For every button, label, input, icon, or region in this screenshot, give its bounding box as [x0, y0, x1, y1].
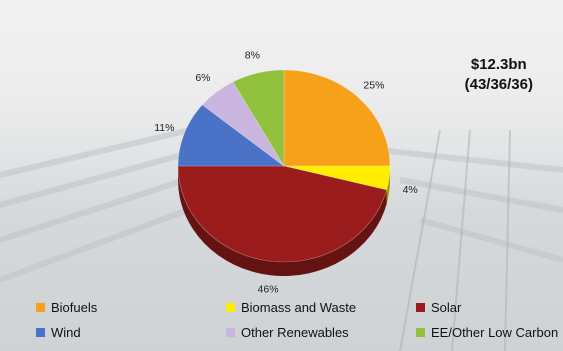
pie-slice-other-renewables	[201, 81, 285, 167]
legend-label: Other Renewables	[241, 325, 349, 340]
legend-item-solar: Solar	[416, 300, 563, 315]
pie-slices	[177, 69, 391, 263]
legend-swatch	[36, 303, 45, 312]
total-breakdown: (43/36/36)	[464, 76, 533, 93]
pie-label-other-renewables: 6%	[195, 72, 210, 84]
legend-item-biofuels: Biofuels	[36, 300, 226, 315]
pie-side-biomass-and-waste	[386, 166, 390, 204]
total-value-box: $12.3bn (43/36/36)	[465, 55, 533, 95]
pie-slice-biomass-and-waste	[283, 165, 391, 191]
pie-slice-wind	[177, 104, 285, 167]
legend-item-wind: Wind	[36, 325, 226, 340]
total-amount: $12.3bn	[470, 56, 527, 73]
legend-swatch	[416, 303, 425, 312]
pie-label-solar: 46%	[258, 284, 279, 296]
legend-label: Wind	[51, 325, 81, 340]
legend-label: EE/Other Low Carbon	[431, 325, 559, 340]
pie-label-ee-other-low-carbon: 8%	[245, 49, 260, 61]
legend-item-ee-low-carbon: EE/Other Low Carbon	[416, 325, 563, 340]
legend-label: Biofuels	[51, 300, 98, 315]
pie-labels: 25% 4% 46% 11% 6% 8%	[154, 49, 418, 295]
legend-item-other-renewables: Other Renewables	[226, 325, 416, 340]
pie-slice-biofuels	[283, 69, 391, 167]
legend-swatch	[226, 328, 235, 337]
pie-label-wind: 11%	[154, 122, 174, 134]
legend-label: Solar	[431, 300, 462, 315]
legend-item-biomass: Biomass and Waste	[226, 300, 416, 315]
pie-slice-solar	[177, 165, 388, 263]
legend-label: Biomass and Waste	[241, 300, 357, 315]
legend: Biofuels Biomass and Waste Solar Wind Ot…	[36, 300, 558, 340]
legend-swatch	[416, 328, 425, 337]
legend-swatch	[36, 328, 45, 337]
pie-slice-ee-other-low-carbon	[232, 69, 285, 168]
pie-label-biomass-and-waste: 4%	[403, 184, 418, 196]
pie-depth-layer	[178, 166, 390, 277]
pie-label-biofuels: 25%	[363, 80, 384, 92]
legend-swatch	[226, 303, 235, 312]
